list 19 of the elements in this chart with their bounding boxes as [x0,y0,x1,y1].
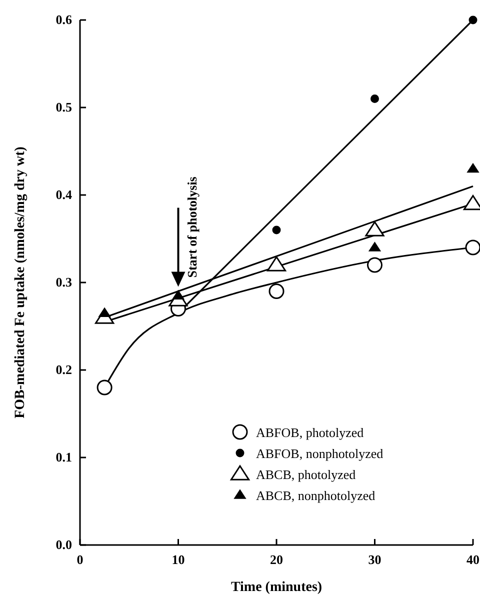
y-tick-label: 0.4 [56,187,72,202]
y-axis-title: FOB-mediated Fe uptake (nmoles/mg dry wt) [13,146,28,418]
x-tick-label: 30 [368,552,382,568]
y-tick-label: 0.3 [56,274,72,290]
legend-label: ABFOB, photolyzed [256,425,364,440]
x-tick-label: 0 [76,552,84,568]
x-tick-label: 40 [466,552,480,568]
x-tick-label: 20 [270,552,283,568]
y-tick-label: 0.0 [56,537,72,552]
y-tick-label: 0.2 [56,362,72,378]
legend-label: ABFOB, nonphotolyzed [256,446,384,461]
y-tick-label: 0.6 [56,12,72,28]
legend-label: ABCB, nonphotolyzed [256,488,376,503]
x-tick-label: 10 [172,552,185,568]
annotation: Start of photolysis [184,176,200,278]
x-axis-title: Time (minutes) [230,580,322,595]
y-tick-label: 0.5 [56,100,72,115]
legend-label: ABCB, photolyzed [256,467,356,482]
y-tick-label: 0.1 [56,450,72,465]
